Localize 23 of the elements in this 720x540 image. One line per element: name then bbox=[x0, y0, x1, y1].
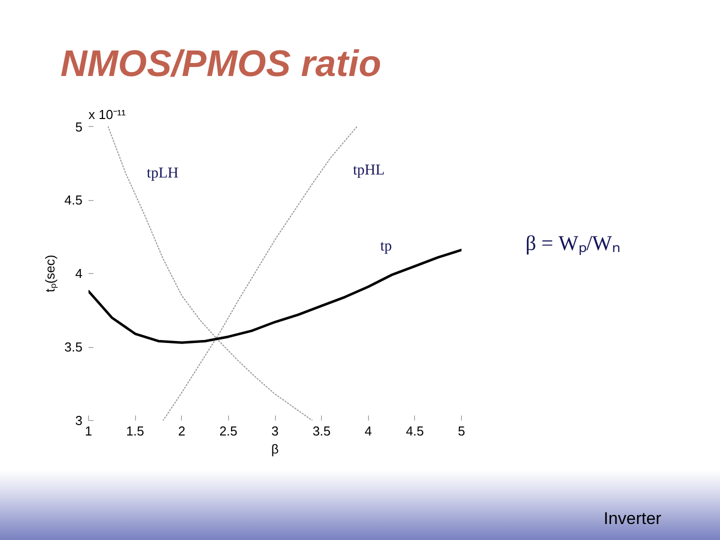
series-label: tpHL bbox=[352, 162, 385, 178]
x-tick-label: 5 bbox=[458, 424, 466, 438]
x-tick-label: 4.5 bbox=[406, 424, 424, 438]
x-tick-label: 3 bbox=[271, 424, 279, 438]
x-tick-label: 3.5 bbox=[312, 424, 331, 438]
y-tick-label: 3.5 bbox=[64, 340, 83, 354]
text: x 10⁻¹¹ bbox=[88, 107, 126, 122]
series-label: tp bbox=[380, 238, 392, 255]
y-tick-label: 3 bbox=[75, 413, 83, 428]
x-tick-label: 1.5 bbox=[126, 424, 144, 438]
y-tick-label: 5 bbox=[75, 120, 83, 134]
x-axis-title: β bbox=[271, 442, 279, 456]
x-tick-label: 2 bbox=[178, 424, 186, 438]
x-tick-label: 4 bbox=[364, 424, 372, 438]
x-tick-label: 2.5 bbox=[219, 424, 238, 438]
y-axis-title: tₚ(sec) bbox=[42, 254, 58, 292]
text: β = Wₚ/Wₙ bbox=[526, 231, 620, 256]
y-tick-label: 4.5 bbox=[64, 192, 83, 208]
y-tick-label: 4 bbox=[75, 266, 83, 281]
series-label: tpLH bbox=[146, 166, 179, 182]
chart-title: NMOS/PMOS ratio bbox=[60, 43, 382, 84]
text: Inverter bbox=[604, 509, 662, 528]
x-tick-label: 1 bbox=[84, 424, 92, 438]
